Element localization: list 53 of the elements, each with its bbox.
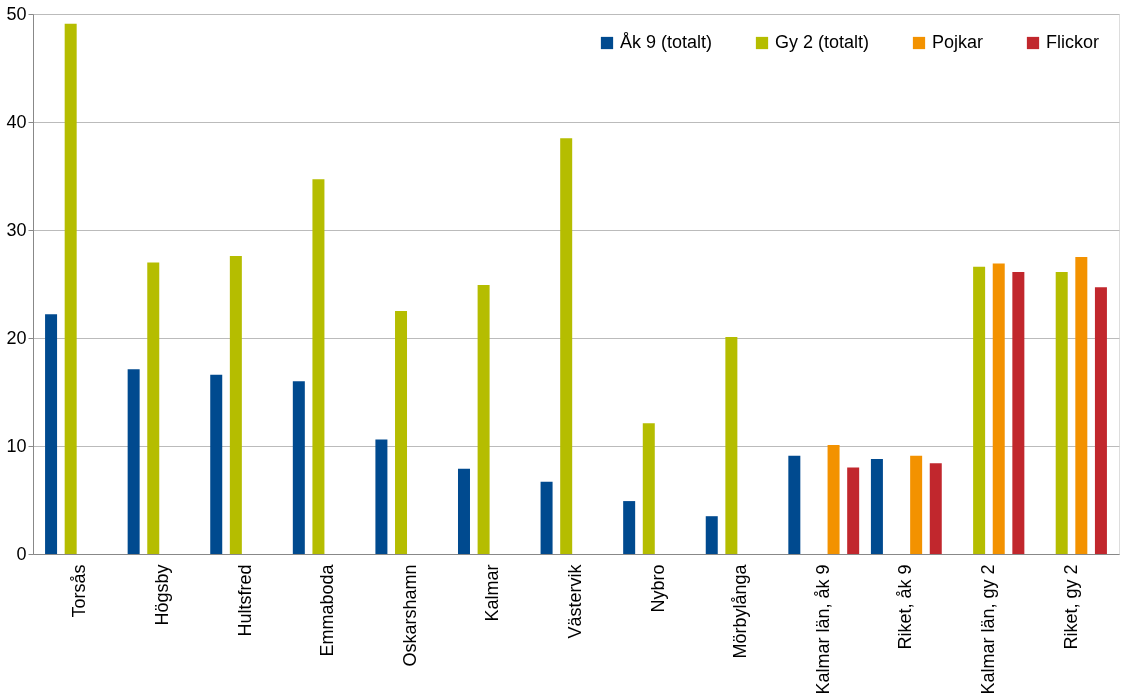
x-tick-label: Emmaboda [317, 563, 338, 657]
bar [292, 381, 305, 554]
legend-label: Gy 2 (totalt) [775, 32, 870, 52]
bar [827, 444, 840, 554]
x-tick-label: Riket, gy 2 [1060, 564, 1081, 650]
y-tick-label: 50 [6, 3, 27, 24]
y-tick-label: 40 [6, 111, 27, 132]
bar [788, 455, 801, 554]
bar [910, 455, 923, 554]
bar [64, 23, 77, 554]
bar [870, 458, 883, 554]
bar [623, 501, 636, 554]
y-tick-label: 20 [6, 327, 27, 348]
bar [395, 311, 408, 554]
bar [312, 179, 325, 554]
x-tick-label: Riket, åk 9 [895, 564, 916, 650]
bar [210, 374, 223, 554]
x-tick-label: Västervik [565, 563, 585, 639]
legend-label: Åk 9 (totalt) [620, 32, 713, 52]
bar [929, 463, 942, 554]
bar [147, 262, 160, 554]
x-tick-label: Högsby [152, 564, 173, 626]
bar [45, 314, 58, 554]
bar [642, 423, 655, 554]
bar [477, 285, 490, 554]
bar [705, 516, 718, 554]
x-tick-label: Hultsfred [234, 564, 255, 637]
x-tick-label: Nybro [647, 564, 668, 613]
x-tick-label: Kalmar [482, 564, 503, 622]
bar [560, 138, 573, 554]
x-tick-label: Oskarshamn [399, 564, 420, 667]
bar [973, 266, 986, 554]
bar [127, 369, 140, 554]
bar [1094, 287, 1107, 554]
bar [1075, 257, 1088, 554]
bar [847, 467, 860, 554]
bar [992, 263, 1005, 554]
x-tick-label: Kalmar län, gy 2 [977, 564, 998, 695]
y-tick-label: 10 [6, 435, 27, 456]
bar [1055, 272, 1068, 554]
legend-label: Flickor [1046, 32, 1099, 52]
bar [457, 468, 470, 554]
y-tick-label: 0 [16, 543, 27, 564]
x-tick-label: Torsås [69, 564, 90, 618]
bar [1012, 272, 1025, 554]
bar [229, 255, 242, 554]
x-tick-label: Kalmar län, åk 9 [812, 564, 833, 695]
x-tick-label: Mörbylånga [730, 563, 751, 659]
bar [540, 481, 553, 554]
legend-label: Pojkar [932, 32, 984, 52]
bar [375, 439, 388, 554]
bar [725, 336, 738, 554]
y-tick-label: 30 [6, 219, 27, 240]
